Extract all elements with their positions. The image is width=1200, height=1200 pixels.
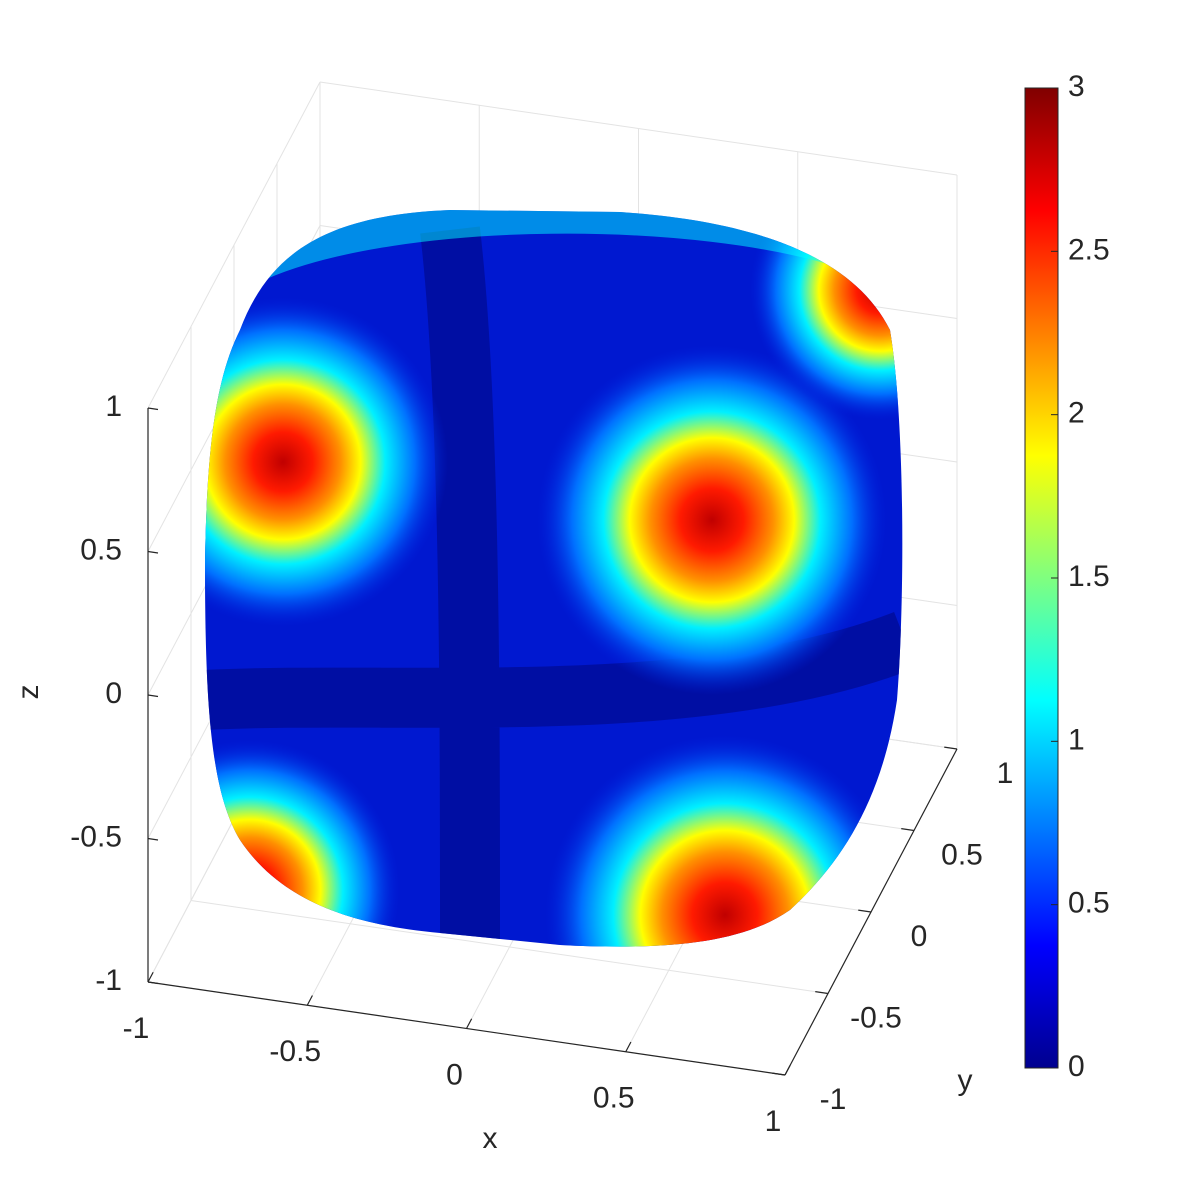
x-tick-label: -1	[123, 1012, 150, 1045]
z-axis-label: z	[12, 685, 45, 700]
y-tick-label: 0.5	[941, 838, 983, 871]
colorbar-tick-label: 1	[1068, 723, 1085, 756]
y-tick-label: -0.5	[850, 1001, 902, 1034]
z-tick	[147, 837, 159, 841]
x-tick-label: 1	[765, 1105, 782, 1138]
surface-spot	[537, 345, 887, 695]
surface-spot	[750, 210, 903, 420]
z-tick	[147, 550, 159, 554]
z-tick-label: 0.5	[80, 533, 122, 566]
z-tick	[147, 407, 159, 411]
surface	[205, 210, 903, 947]
y-tick-label: 1	[997, 757, 1014, 790]
x-tick	[625, 1041, 632, 1053]
x-tick-label: 0	[446, 1058, 463, 1091]
y-tick	[901, 828, 915, 832]
z-tick-label: 1	[105, 390, 122, 423]
y-tick	[772, 1072, 786, 1076]
surface-spot	[545, 735, 903, 947]
z-tick	[147, 981, 159, 985]
y-tick	[815, 991, 829, 995]
grid-line	[319, 81, 958, 176]
z-tick-label: -1	[95, 964, 122, 997]
y-tick	[858, 909, 872, 913]
colorbar-tick-label: 0	[1068, 1050, 1085, 1083]
x-tick	[784, 1064, 791, 1076]
surface-spot	[205, 740, 400, 947]
y-tick-label: -1	[820, 1083, 847, 1116]
colorbar-tick-label: 2.5	[1068, 233, 1110, 266]
x-tick	[306, 995, 313, 1006]
x-axis-label: x	[483, 1122, 498, 1155]
axes: -1 -0.5 0 0.5 1 -1 -0.5 0 0.5 1 -1 -0.5 0 0.5 1	[70, 390, 1013, 1138]
z-tick	[147, 694, 159, 698]
x-tick-label: -0.5	[269, 1035, 321, 1068]
grid-line	[190, 900, 829, 994]
y-tick-label: 0	[911, 920, 928, 953]
colorbar-tick-label: 3	[1068, 70, 1085, 103]
x-tick	[465, 1018, 473, 1029]
y-axis-label: y	[958, 1064, 973, 1097]
surface-spot	[205, 297, 448, 627]
surface-band	[205, 226, 903, 941]
colorbar-tick-label: 1.5	[1068, 560, 1110, 593]
z-tick-label: -0.5	[70, 820, 122, 853]
x-tick-label: 0.5	[593, 1082, 635, 1115]
y-tick	[944, 746, 958, 750]
z-tick-label: 0	[105, 677, 122, 710]
colorbar-tick-label: 0.5	[1068, 887, 1110, 920]
grid-line	[147, 81, 321, 409]
x-tick	[147, 971, 154, 983]
colorbar-tick-label: 2	[1068, 397, 1085, 430]
